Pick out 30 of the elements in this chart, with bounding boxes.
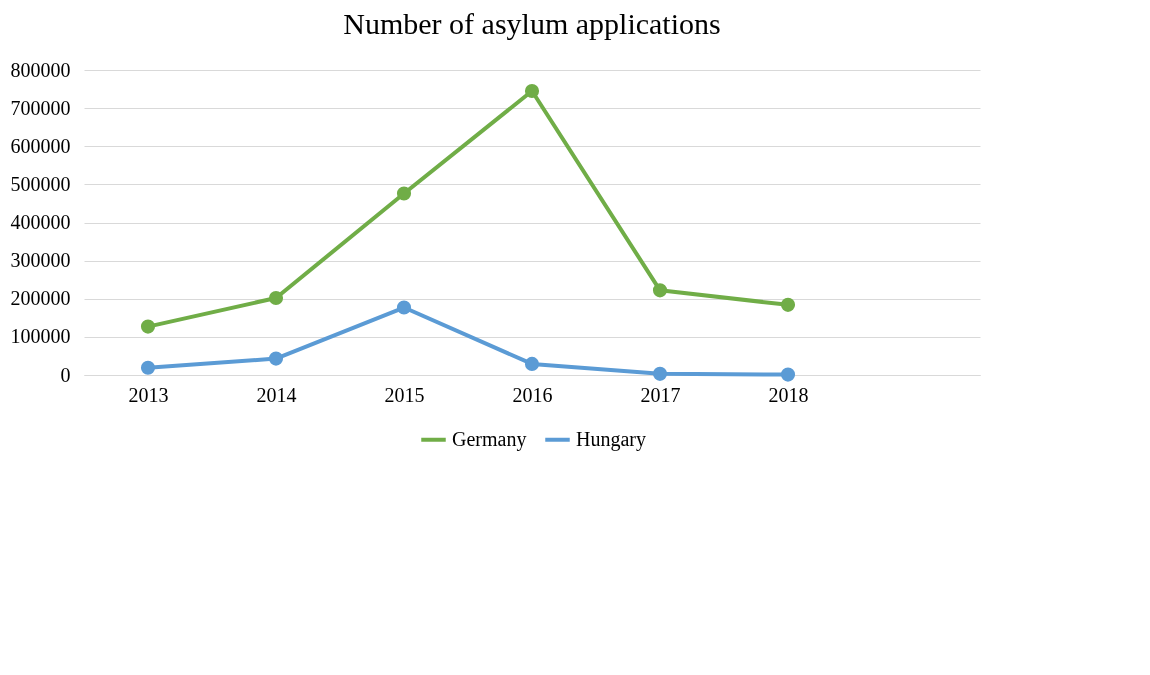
point	[780, 367, 796, 382]
point	[652, 283, 668, 298]
legend-label: Hungary	[576, 427, 646, 451]
point	[268, 290, 284, 306]
x-tick-label: 2016	[512, 383, 553, 406]
x-tick-label: 2018	[768, 383, 809, 406]
y-tick-label: 700000	[10, 96, 71, 119]
y-tick-label: 0	[60, 363, 71, 386]
x-tick-label: 2013	[128, 383, 169, 406]
point	[524, 356, 540, 371]
x-tick-label: 2014	[256, 383, 297, 406]
y-tick-label: 100000	[10, 325, 71, 348]
y-tick-label: 400000	[10, 211, 71, 233]
point	[396, 186, 412, 201]
point	[524, 83, 540, 99]
point	[140, 360, 156, 375]
y-tick-label: 800000	[10, 58, 71, 81]
point	[396, 300, 412, 315]
y-tick-label: 200000	[10, 287, 71, 310]
point	[268, 351, 284, 366]
y-tick-label: 500000	[10, 172, 71, 195]
x-tick-label: 2015	[384, 383, 425, 406]
point	[140, 319, 156, 334]
x-tick-label: 2017	[640, 383, 681, 406]
y-tick-label: 600000	[10, 134, 71, 157]
chart-title: Number of asylum applications	[343, 7, 721, 40]
y-tick-label: 300000	[10, 249, 71, 272]
legend-label: Germany	[452, 427, 527, 451]
point	[780, 297, 796, 312]
point	[652, 366, 668, 381]
